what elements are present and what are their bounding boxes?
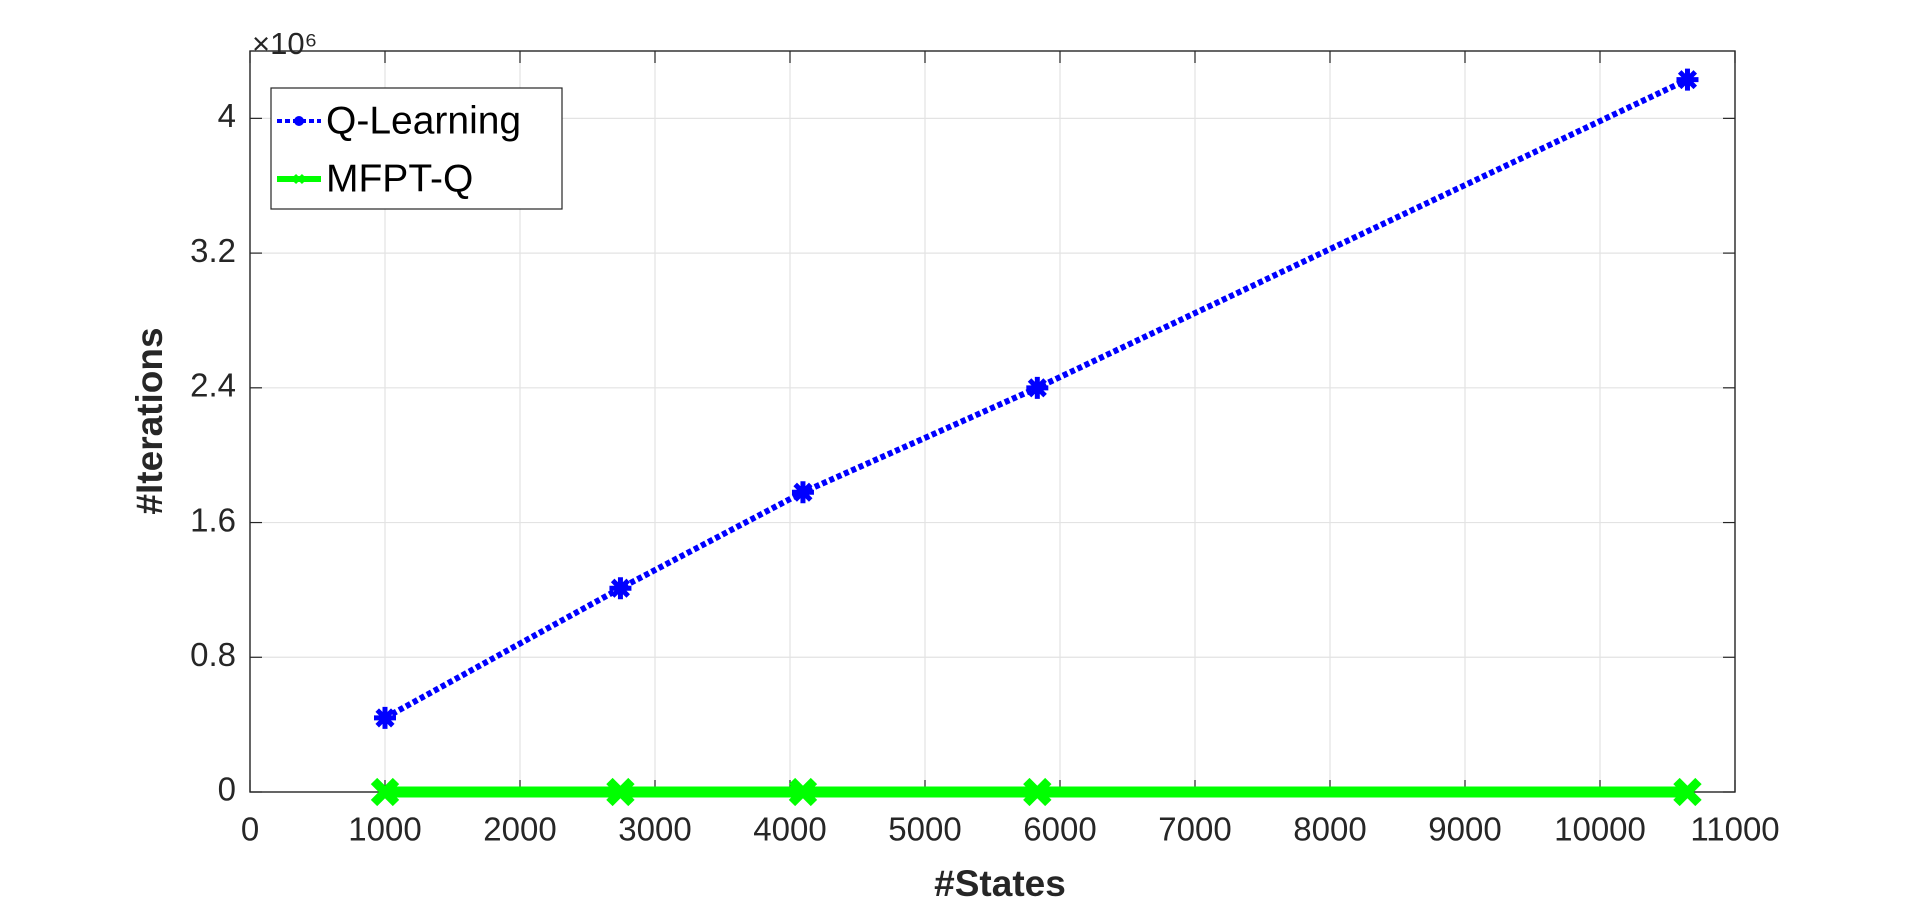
data-marker xyxy=(1676,68,1699,91)
x-tick-label: 1000 xyxy=(348,811,421,848)
x-tick-label: 4000 xyxy=(753,811,826,848)
legend-label: Q-Learning xyxy=(326,99,521,142)
x-tick-label: 6000 xyxy=(1023,811,1096,848)
legend: Q-Learning MFPT-Q xyxy=(270,87,563,210)
x-axis-label: #States xyxy=(934,863,1066,904)
data-marker xyxy=(1026,376,1049,399)
data-marker xyxy=(609,577,632,600)
legend-label: MFPT-Q xyxy=(326,157,473,200)
legend-marker xyxy=(294,116,304,126)
x-tick-label: 3000 xyxy=(618,811,691,848)
data-marker xyxy=(1023,777,1052,807)
y-tick-label: 0.8 xyxy=(190,636,236,673)
x-tick-label: 2000 xyxy=(483,811,556,848)
data-marker xyxy=(374,706,396,729)
x-tick-label: 9000 xyxy=(1428,811,1501,848)
x-tick-label: 5000 xyxy=(888,811,961,848)
legend-marker xyxy=(293,173,305,185)
y-tick-label: 0 xyxy=(218,771,236,808)
x-tick-label: 8000 xyxy=(1293,811,1366,848)
y-tick-label: 2.4 xyxy=(190,367,236,404)
data-marker xyxy=(791,481,814,504)
y-multiplier: ×10⁶ xyxy=(252,26,317,61)
x-tick-label: 11000 xyxy=(1690,811,1779,848)
y-tick-label: 1.6 xyxy=(190,501,236,538)
legend-box xyxy=(270,87,563,210)
y-axis-label: #Iterations xyxy=(129,327,170,514)
data-marker xyxy=(606,777,635,807)
x-tick-label: 7000 xyxy=(1158,811,1231,848)
y-tick-label: 3.2 xyxy=(190,232,236,269)
x-tick-label: 0 xyxy=(241,811,259,848)
data-marker xyxy=(370,777,400,807)
data-marker xyxy=(788,777,818,807)
x-tick-label: 10000 xyxy=(1554,811,1646,848)
y-tick-label: 4 xyxy=(218,97,236,134)
data-marker xyxy=(1673,777,1702,807)
